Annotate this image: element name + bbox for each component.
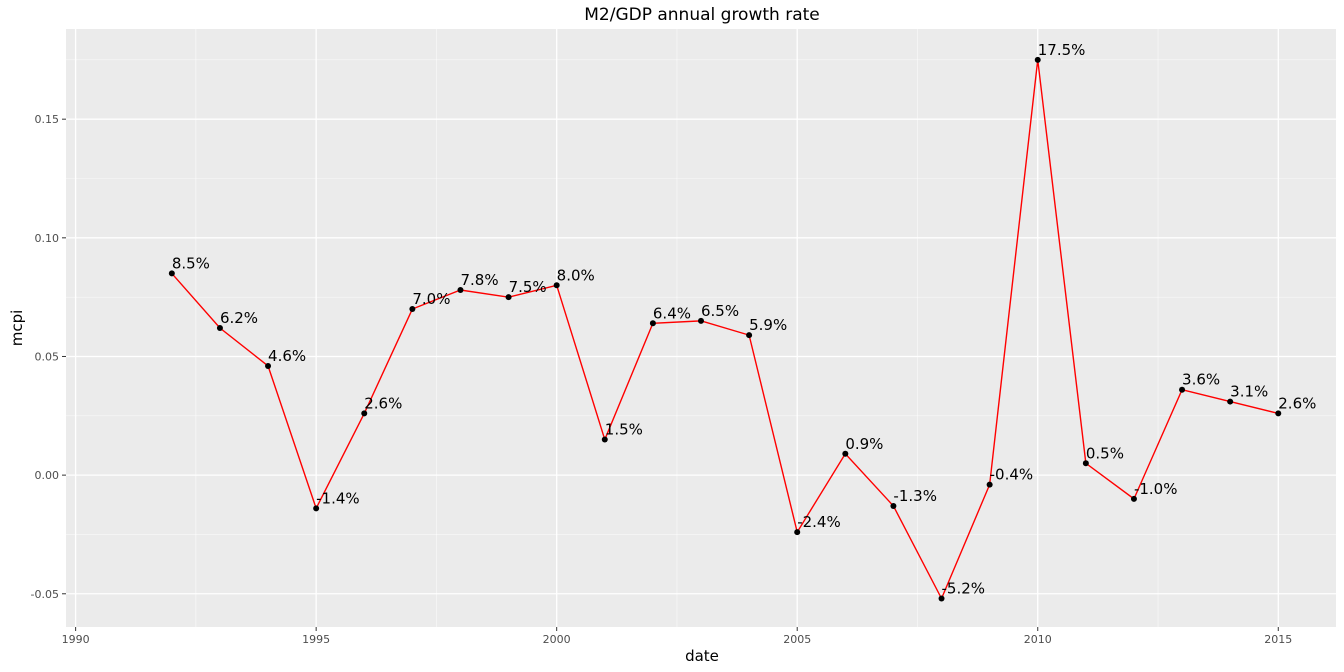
x-tick-label: 2005 [783,633,811,646]
axes: 1990 1995 2000 2005 2010 2015 -0.05 0.00 0.05 0.1… [31,113,1293,646]
data-point [313,505,320,512]
data-point [1034,56,1041,63]
data-point [361,410,368,417]
x-axis-title: date [685,647,719,665]
data-point [457,287,464,294]
y-tick-label: 0.00 [35,469,60,482]
data-point [890,502,897,509]
data-point [168,270,175,277]
data-label: 7.0% [412,290,450,308]
data-label: 8.0% [557,266,595,284]
y-axis-title: mcpi [8,310,26,347]
data-point [938,595,945,602]
x-tick-label: 1995 [302,633,330,646]
data-label: -2.4% [797,513,841,531]
y-tick-label: 0.10 [35,232,60,245]
data-point [1227,398,1234,405]
y-tick-label: 0.05 [35,350,60,363]
chart-title: M2/GDP annual growth rate [584,5,820,25]
data-point [216,325,223,331]
data-point [505,294,512,301]
data-label: 5.9% [749,316,787,334]
data-points [168,56,1282,602]
y-tick-label: -0.05 [31,588,59,601]
data-point [601,436,608,443]
plot-panel [66,29,1336,627]
data-label: 8.5% [172,254,210,272]
data-label: 6.5% [701,302,739,320]
grid [66,29,1336,627]
data-point [1275,410,1282,417]
data-label: 1.5% [605,421,643,439]
data-point [1179,386,1186,393]
data-point [409,306,416,313]
data-point [1082,460,1089,467]
data-point [842,450,849,457]
series-line [171,59,1279,601]
data-label: 0.9% [845,435,883,453]
x-tick-label: 2015 [1264,633,1292,646]
data-label: 3.6% [1182,371,1220,389]
data-label: 3.1% [1230,383,1268,401]
data-label: 7.5% [509,278,547,296]
data-label: 0.5% [1086,444,1124,462]
data-label: 6.4% [653,304,691,322]
data-label: -5.2% [942,580,986,598]
x-tick-label: 2010 [1024,633,1052,646]
data-label: 6.2% [220,309,258,327]
data-label: 4.6% [268,347,306,365]
data-label: -1.0% [1134,480,1178,498]
x-tick-label: 1990 [62,633,90,646]
data-point [986,481,993,488]
data-labels: 8.5% 6.2% 4.6% -1.4% 2.6% 7.0% 7.8% 7.5% 8.0% 1.5… [172,41,1317,598]
data-label: 7.8% [460,271,498,289]
data-point [553,282,560,289]
data-point [649,320,656,327]
data-label: -1.3% [893,487,937,505]
data-label: 17.5% [1038,41,1086,59]
data-point [746,332,753,339]
data-point [698,317,704,324]
data-point [265,362,272,369]
data-label: -1.4% [316,489,360,507]
data-label: 2.6% [364,394,402,412]
data-label: 2.6% [1278,394,1316,412]
data-point [794,529,801,536]
data-label: -0.4% [990,466,1034,484]
data-point [1130,495,1137,502]
x-tick-label: 2000 [543,633,571,646]
y-tick-label: 0.15 [35,113,60,126]
